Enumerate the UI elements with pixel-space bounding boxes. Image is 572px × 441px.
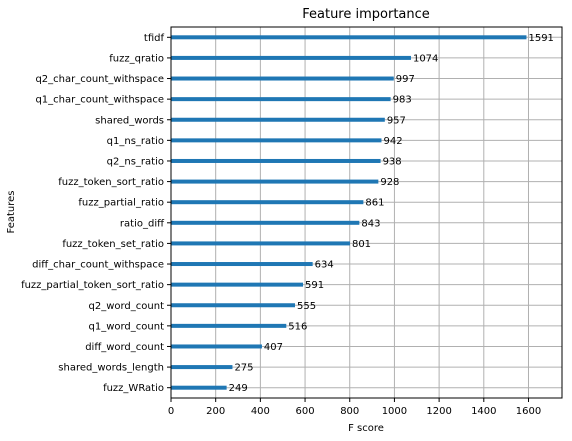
- plot-frame: [171, 27, 562, 398]
- x-tick-label: 1200: [426, 406, 451, 417]
- data-label: 957: [387, 115, 406, 126]
- y-tick-label: q2_word_count: [88, 301, 164, 312]
- y-tick-label: q1_char_count_withspace: [35, 95, 164, 106]
- bar: [171, 365, 232, 369]
- bar: [171, 303, 295, 307]
- x-tick-label: 1000: [382, 406, 407, 417]
- bar: [171, 180, 378, 184]
- x-tick-label: 800: [340, 406, 359, 417]
- bar: [171, 241, 350, 245]
- bar: [171, 344, 262, 348]
- data-label: 997: [396, 74, 415, 85]
- data-label: 942: [383, 136, 402, 147]
- bar: [171, 262, 313, 266]
- x-tick-label: 1600: [516, 406, 541, 417]
- y-tick-label: ratio_diff: [120, 218, 165, 229]
- data-label: 1591: [528, 33, 553, 44]
- x-tick-label: 0: [168, 406, 174, 417]
- data-label: 801: [352, 239, 371, 250]
- bars-group: [171, 35, 526, 389]
- x-axis-ticks: 0 200 400 600 800 1000 1200 1400 1600: [168, 398, 541, 417]
- bar: [171, 283, 303, 287]
- y-tick-label: tfidf: [144, 33, 165, 44]
- bar: [171, 56, 411, 60]
- data-label: 275: [234, 363, 253, 374]
- bar: [171, 221, 359, 225]
- bar: [171, 324, 286, 328]
- y-tick-label: shared_words: [95, 115, 164, 126]
- data-label: 591: [305, 280, 324, 291]
- data-label: 938: [383, 156, 402, 167]
- x-tick-label: 200: [206, 406, 225, 417]
- y-tick-label: diff_char_count_withspace: [32, 260, 164, 271]
- data-labels: 1591 1074 997 983 957 942 938 928 861 843 801 634 59…: [229, 33, 554, 394]
- y-tick-label: fuzz_WRatio: [103, 383, 164, 394]
- bar: [171, 386, 227, 390]
- y-axis-ticks: tfidf fuzz_qratio q2_char_count_withspaceq…: [21, 33, 171, 394]
- data-label: 983: [393, 95, 412, 106]
- y-tick-label: fuzz_qratio: [109, 53, 164, 64]
- bar: [171, 118, 385, 122]
- y-tick-label: q1_word_count: [88, 321, 164, 332]
- y-tick-label: q1_ns_ratio: [107, 136, 164, 147]
- y-tick-label: q2_ns_ratio: [107, 156, 164, 167]
- data-label: 407: [264, 342, 283, 353]
- grid-lines: [171, 27, 562, 398]
- x-axis-label: F score: [348, 423, 384, 434]
- data-label: 634: [315, 260, 334, 271]
- y-tick-label: diff_word_count: [85, 342, 164, 353]
- bar: [171, 77, 394, 81]
- x-tick-label: 400: [251, 406, 270, 417]
- data-label: 843: [361, 218, 380, 229]
- y-tick-label: shared_words_length: [58, 363, 164, 374]
- bar: [171, 97, 391, 101]
- bar: [171, 200, 363, 204]
- data-label: 249: [229, 383, 248, 394]
- bar: [171, 159, 381, 163]
- data-label: 516: [288, 321, 307, 332]
- x-tick-label: 1400: [471, 406, 496, 417]
- y-tick-label: fuzz_token_sort_ratio: [58, 177, 164, 188]
- chart-title: Feature importance: [302, 7, 430, 22]
- bar: [171, 138, 381, 142]
- bar: [171, 35, 526, 39]
- data-label: 555: [297, 301, 316, 312]
- y-tick-label: fuzz_partial_ratio: [78, 198, 164, 209]
- x-tick-label: 600: [296, 406, 315, 417]
- y-tick-label: q2_char_count_withspace: [35, 74, 164, 85]
- data-label: 861: [365, 198, 384, 209]
- y-tick-label: fuzz_token_set_ratio: [62, 239, 164, 250]
- y-tick-label: fuzz_partial_token_sort_ratio: [21, 280, 164, 291]
- y-axis-label: Features: [6, 191, 17, 234]
- data-label: 928: [380, 177, 399, 188]
- data-label: 1074: [413, 53, 438, 64]
